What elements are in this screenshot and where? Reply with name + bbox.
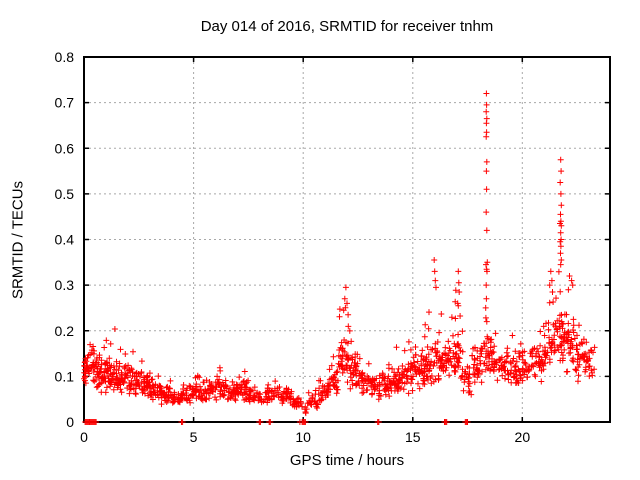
y-tick-label: 0: [66, 414, 74, 430]
x-axis-label: GPS time / hours: [289, 452, 405, 469]
x-tick-label: 10: [295, 429, 311, 445]
x-tick-label: 5: [190, 429, 198, 445]
y-tick-label: 0.4: [55, 232, 75, 248]
y-tick-label: 0.8: [55, 49, 75, 65]
y-tick-label: 0.2: [55, 323, 75, 339]
chart-title: Day 014 of 2016, SRMTID for receiver tnh…: [200, 18, 494, 35]
y-tick-label: 0.1: [55, 368, 75, 384]
y-tick-label: 0.6: [55, 140, 75, 156]
y-tick-label: 0.5: [55, 186, 75, 202]
x-tick-label: 15: [405, 429, 421, 445]
x-tick-label: 20: [515, 429, 531, 445]
x-tick-label: 0: [80, 429, 88, 445]
plot-border: [83, 56, 611, 423]
y-tick-label: 0.7: [55, 95, 75, 111]
data-point-markers: [81, 90, 598, 425]
y-tick-label: 0.3: [55, 277, 75, 293]
